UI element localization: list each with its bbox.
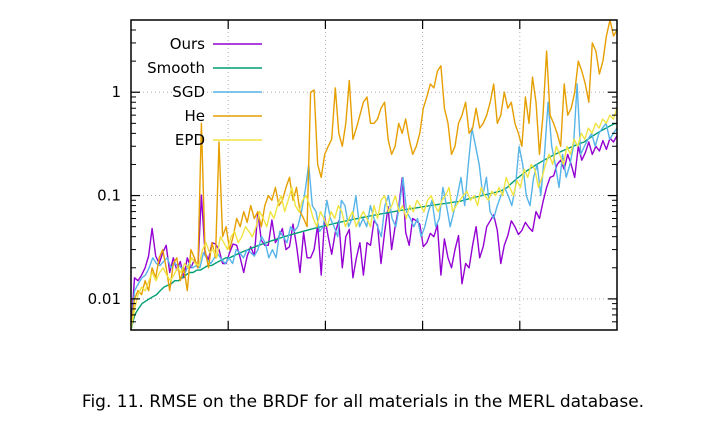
series-line-he <box>130 19 618 331</box>
legend: Ours Smooth SGD He EPD <box>147 35 262 149</box>
figure-caption: Fig. 11. RMSE on the BRDF for all materi… <box>81 392 645 412</box>
y-tick-label: 1 <box>111 83 121 101</box>
legend-label-epd: EPD <box>175 131 205 149</box>
series-line-epd <box>130 107 618 331</box>
legend-label-smooth: Smooth <box>147 59 205 77</box>
series-lines <box>130 19 618 331</box>
series-line-smooth <box>130 122 618 331</box>
legend-label-sgd: SGD <box>172 83 205 101</box>
grid-lines <box>131 20 617 330</box>
axis-ticks: 0.01 0.1 1 <box>88 19 617 331</box>
plot-frame <box>130 19 618 331</box>
legend-label-he: He <box>184 107 205 125</box>
legend-label-ours: Ours <box>170 35 205 53</box>
y-tick-label: 0.1 <box>97 187 121 205</box>
y-tick-label: 0.01 <box>88 290 121 308</box>
series-line-sgd <box>130 83 618 331</box>
plot-border <box>130 19 618 331</box>
